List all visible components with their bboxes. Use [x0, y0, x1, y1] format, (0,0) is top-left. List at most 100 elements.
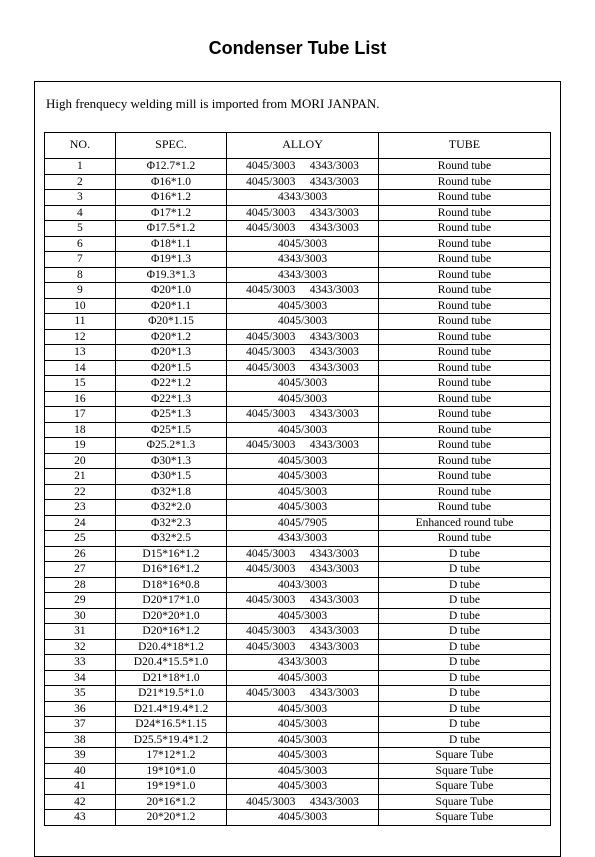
cell-tube: Round tube	[378, 159, 550, 175]
cell-tube: Enhanced round tube	[378, 515, 550, 531]
cell-tube: Square Tube	[378, 763, 550, 779]
cell-tube: Round tube	[378, 484, 550, 500]
cell-spec: D20.4*15.5*1.0	[115, 655, 226, 671]
cell-spec: Φ16*1.2	[115, 190, 226, 206]
table-row: 37D24*16.5*1.154045/3003D tube	[45, 717, 551, 733]
cell-no: 17	[45, 407, 116, 423]
table-row: 20Φ30*1.34045/3003Round tube	[45, 453, 551, 469]
table-row: 4320*20*1.24045/3003Square Tube	[45, 810, 551, 826]
cell-alloy: 4045/3003	[227, 391, 379, 407]
table-row: 3917*12*1.24045/3003Square Tube	[45, 748, 551, 764]
cell-spec: 20*16*1.2	[115, 794, 226, 810]
table-row: 23Φ32*2.04045/3003Round tube	[45, 500, 551, 516]
cell-alloy: 4043/3003	[227, 577, 379, 593]
cell-alloy: 4045/3003 4343/3003	[227, 407, 379, 423]
cell-tube: D tube	[378, 717, 550, 733]
cell-no: 36	[45, 701, 116, 717]
cell-no: 39	[45, 748, 116, 764]
cell-alloy: 4045/3003 4343/3003	[227, 283, 379, 299]
cell-spec: D20.4*18*1.2	[115, 639, 226, 655]
cell-no: 30	[45, 608, 116, 624]
cell-alloy: 4045/7905	[227, 515, 379, 531]
table-row: 18Φ25*1.54045/3003Round tube	[45, 422, 551, 438]
cell-spec: D16*16*1.2	[115, 562, 226, 578]
cell-alloy: 4045/3003	[227, 748, 379, 764]
table-row: 25Φ32*2.54343/3003Round tube	[45, 531, 551, 547]
cell-no: 13	[45, 345, 116, 361]
cell-tube: Round tube	[378, 329, 550, 345]
cell-spec: Φ22*1.2	[115, 376, 226, 392]
cell-spec: Φ30*1.5	[115, 469, 226, 485]
cell-spec: D25.5*19.4*1.2	[115, 732, 226, 748]
table-row: 38D25.5*19.4*1.24045/3003D tube	[45, 732, 551, 748]
cell-alloy: 4045/3003	[227, 298, 379, 314]
table-row: 11Φ20*1.154045/3003Round tube	[45, 314, 551, 330]
cell-alloy: 4045/3003	[227, 608, 379, 624]
cell-no: 12	[45, 329, 116, 345]
table-row: 34D21*18*1.04045/3003D tube	[45, 670, 551, 686]
table-row: 36D21.4*19.4*1.24045/3003D tube	[45, 701, 551, 717]
cell-no: 8	[45, 267, 116, 283]
cell-no: 38	[45, 732, 116, 748]
cell-no: 6	[45, 236, 116, 252]
cell-spec: D20*20*1.0	[115, 608, 226, 624]
table-header-row: NO. SPEC. ALLOY TUBE	[45, 133, 551, 159]
cell-alloy: 4045/3003	[227, 701, 379, 717]
cell-alloy: 4045/3003 4343/3003	[227, 593, 379, 609]
table-row: 30D20*20*1.04045/3003D tube	[45, 608, 551, 624]
cell-tube: D tube	[378, 639, 550, 655]
table-row: 9Φ20*1.04045/3003 4343/3003Round tube	[45, 283, 551, 299]
cell-alloy: 4045/3003	[227, 717, 379, 733]
table-row: 13Φ20*1.34045/3003 4343/3003Round tube	[45, 345, 551, 361]
cell-no: 14	[45, 360, 116, 376]
table-row: 10Φ20*1.14045/3003Round tube	[45, 298, 551, 314]
cell-no: 23	[45, 500, 116, 516]
col-header-tube: TUBE	[378, 133, 550, 159]
cell-tube: Square Tube	[378, 794, 550, 810]
cell-no: 37	[45, 717, 116, 733]
table-row: 15Φ22*1.24045/3003Round tube	[45, 376, 551, 392]
table-row: 4220*16*1.24045/3003 4343/3003Square Tub…	[45, 794, 551, 810]
cell-alloy: 4045/3003 4343/3003	[227, 345, 379, 361]
cell-no: 24	[45, 515, 116, 531]
cell-alloy: 4045/3003	[227, 500, 379, 516]
cell-no: 43	[45, 810, 116, 826]
cell-tube: Square Tube	[378, 779, 550, 795]
cell-spec: Φ32*2.5	[115, 531, 226, 547]
cell-spec: Φ20*1.5	[115, 360, 226, 376]
cell-alloy: 4045/3003 4343/3003	[227, 360, 379, 376]
cell-tube: D tube	[378, 593, 550, 609]
cell-alloy: 4045/3003 4343/3003	[227, 624, 379, 640]
cell-tube: D tube	[378, 732, 550, 748]
col-header-spec: SPEC.	[115, 133, 226, 159]
cell-no: 2	[45, 174, 116, 190]
table-row: 8Φ19.3*1.34343/3003Round tube	[45, 267, 551, 283]
cell-tube: Round tube	[378, 422, 550, 438]
table-row: 31D20*16*1.24045/3003 4343/3003D tube	[45, 624, 551, 640]
cell-no: 34	[45, 670, 116, 686]
cell-no: 4	[45, 205, 116, 221]
cell-no: 26	[45, 546, 116, 562]
cell-alloy: 4045/3003 4343/3003	[227, 159, 379, 175]
content-frame: High frenquecy welding mill is imported …	[34, 81, 561, 857]
cell-spec: Φ32*2.3	[115, 515, 226, 531]
table-row: 1Φ12.7*1.24045/3003 4343/3003Round tube	[45, 159, 551, 175]
cell-spec: Φ19*1.3	[115, 252, 226, 268]
table-row: 17Φ25*1.34045/3003 4343/3003Round tube	[45, 407, 551, 423]
cell-spec: Φ20*1.0	[115, 283, 226, 299]
cell-spec: D21*18*1.0	[115, 670, 226, 686]
cell-tube: D tube	[378, 577, 550, 593]
table-row: 32D20.4*18*1.24045/3003 4343/3003D tube	[45, 639, 551, 655]
cell-alloy: 4343/3003	[227, 252, 379, 268]
cell-no: 16	[45, 391, 116, 407]
cell-no: 7	[45, 252, 116, 268]
cell-no: 25	[45, 531, 116, 547]
table-row: 27D16*16*1.24045/3003 4343/3003D tube	[45, 562, 551, 578]
table-row: 19Φ25.2*1.34045/3003 4343/3003Round tube	[45, 438, 551, 454]
cell-tube: Square Tube	[378, 810, 550, 826]
cell-no: 9	[45, 283, 116, 299]
cell-alloy: 4045/3003	[227, 763, 379, 779]
cell-tube: Round tube	[378, 174, 550, 190]
cell-spec: 19*19*1.0	[115, 779, 226, 795]
cell-no: 18	[45, 422, 116, 438]
